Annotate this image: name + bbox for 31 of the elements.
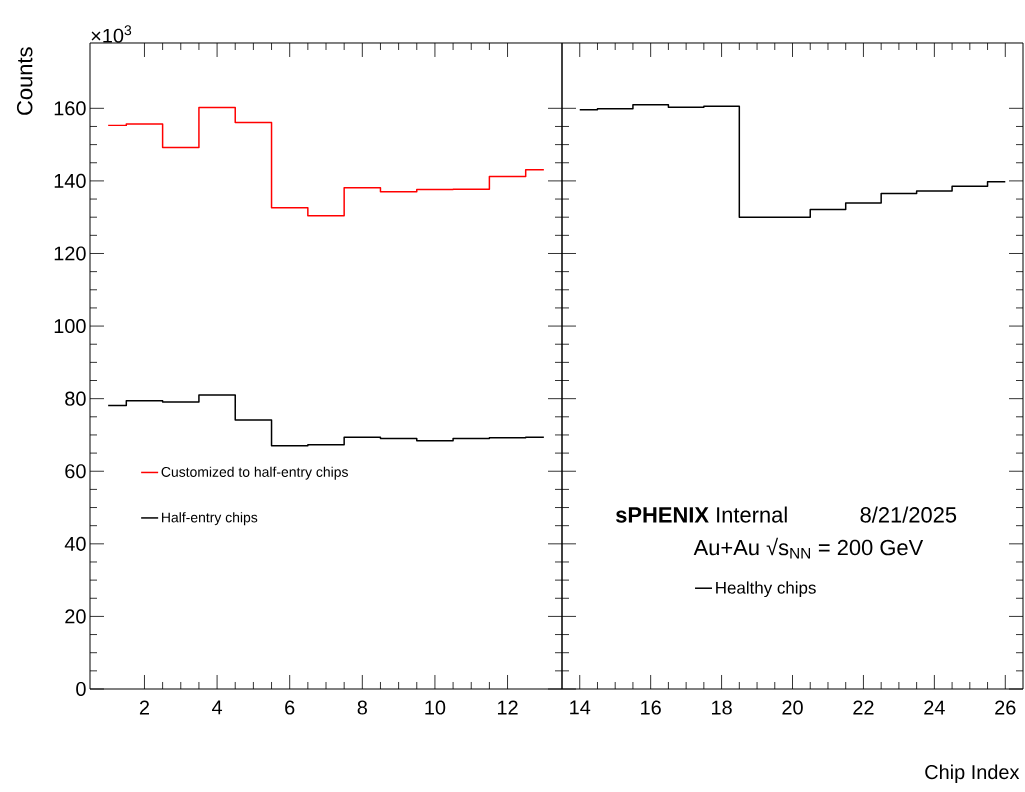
x-tick-label: 4 <box>211 700 223 715</box>
y-tick-label: 60 <box>65 464 86 479</box>
x-tick-label: 12 <box>497 700 518 715</box>
y-tick-label: 160 <box>54 101 86 116</box>
x-tick-label: 16 <box>641 700 661 715</box>
x-tick-label: 14 <box>570 700 591 715</box>
x-axis-title: Chip Index <box>925 764 1020 784</box>
y-tick-label: 0 <box>76 681 86 697</box>
y-tick-label: 40 <box>64 536 86 551</box>
x-tick-label: 22 <box>853 700 874 715</box>
y-tick-label: 100 <box>54 319 86 334</box>
y-tick-label: 120 <box>54 246 86 261</box>
x-tick-label: 24 <box>924 700 945 715</box>
x-tick-label: 20 <box>782 700 803 715</box>
legend-label: Customized to half-entry chips <box>161 466 348 480</box>
text: ×10$^{3}$ <box>91 25 132 43</box>
x-tick-label: 8 <box>357 700 367 715</box>
y-tick-label: 80 <box>65 391 86 406</box>
legend-label: Half-entry chips <box>162 512 258 526</box>
x-tick-label: 18 <box>712 700 732 715</box>
legend-label: Healthy chips <box>716 581 816 598</box>
y-axis-title: Counts <box>16 47 33 115</box>
annotation: sPHENIX Internal <box>615 506 787 523</box>
annotation: Au+Au √s$_{NN}$ = 200 GeV <box>693 537 924 559</box>
x-tick-label: 6 <box>285 700 295 715</box>
y-tick-label: 140 <box>54 173 86 188</box>
annotation: 8/21/2025 <box>860 506 957 523</box>
x-tick-label: 10 <box>425 700 446 715</box>
x-tick-label: 26 <box>995 700 1016 715</box>
y-tick-label: 20 <box>65 609 86 624</box>
x-tick-label: 2 <box>139 700 149 715</box>
